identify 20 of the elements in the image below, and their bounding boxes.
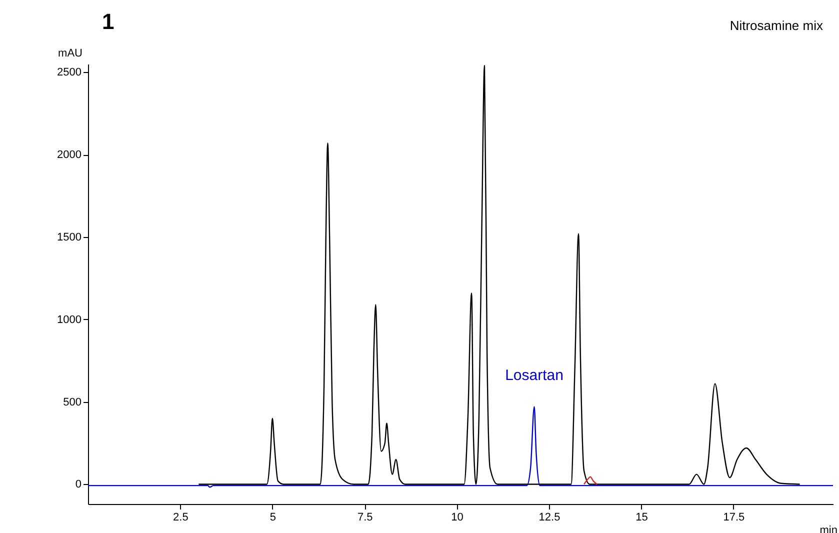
line-series [88, 406, 833, 488]
y-tick-label: 0 [75, 478, 82, 491]
y-tick-label: 2500 [57, 66, 82, 79]
x-tick-label: 12.5 [538, 512, 560, 524]
chart-title: 1 [102, 9, 114, 34]
y-axis-title: mAU [58, 48, 83, 60]
line-series [583, 476, 598, 485]
y-tick-label: 1500 [57, 232, 82, 244]
y-tick-label: 500 [63, 396, 82, 408]
y-tick-label: 2000 [57, 149, 82, 162]
x-tick-label: 2.5 [173, 512, 188, 524]
line-series [198, 65, 800, 485]
text: Losartan [505, 366, 564, 384]
x-tick-label: 15 [636, 512, 648, 524]
x-tick-label: 17.5 [723, 512, 745, 524]
x-tick-label: 10 [451, 512, 464, 524]
x-tick-label: 7.5 [357, 512, 373, 524]
y-tick-label: 1000 [57, 314, 82, 326]
text: Nitrosamine mix [730, 18, 824, 33]
x-tick-label: 5 [270, 512, 276, 524]
